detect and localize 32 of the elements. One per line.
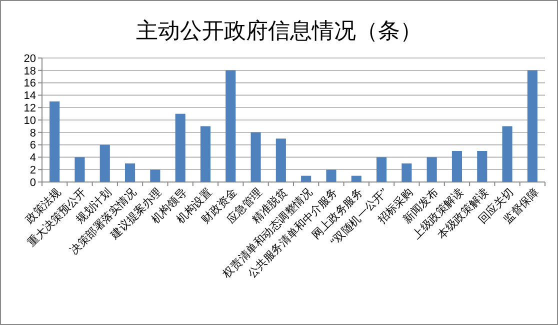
bar — [477, 151, 488, 182]
bar — [100, 144, 110, 182]
bar — [276, 138, 286, 182]
bar — [124, 163, 136, 182]
y-tick-label: 16 — [24, 78, 36, 90]
y-tick-label: 10 — [24, 114, 36, 127]
bar — [50, 101, 60, 182]
y-tick-label: 18 — [24, 65, 36, 78]
bar — [200, 126, 211, 182]
bar — [326, 170, 336, 182]
y-tick-label: 12 — [24, 102, 36, 114]
bar — [376, 157, 387, 182]
bar — [226, 70, 236, 182]
bar — [250, 132, 261, 182]
bar — [175, 114, 186, 182]
chart-title: 主动公开政府信息情况（条） — [136, 19, 422, 44]
bar — [74, 157, 85, 182]
bar — [527, 70, 538, 182]
y-tick-label: 20 — [24, 52, 36, 65]
bar — [452, 151, 462, 182]
bar — [351, 176, 362, 182]
y-tick-label: 4 — [30, 152, 36, 164]
bar — [502, 126, 512, 182]
y-tick-label: 8 — [30, 127, 36, 140]
y-tick-label: 2 — [30, 164, 36, 176]
bar — [426, 157, 437, 182]
bar — [301, 176, 312, 182]
y-tick-label: 6 — [30, 140, 36, 152]
bar — [402, 163, 412, 182]
bar — [150, 170, 160, 182]
y-tick-label: 0 — [30, 176, 36, 189]
y-tick-label: 14 — [24, 90, 36, 102]
